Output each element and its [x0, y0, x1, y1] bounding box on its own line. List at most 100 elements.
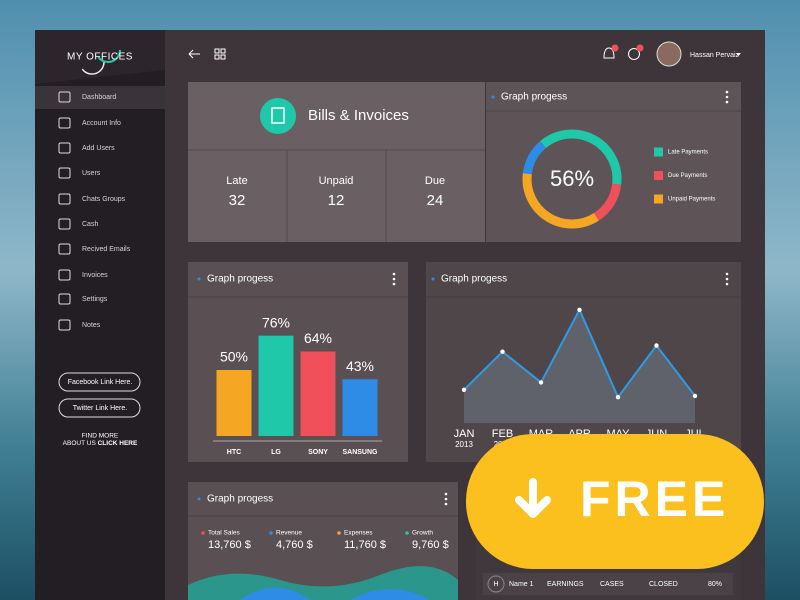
stat-label: Total Sales: [208, 530, 241, 537]
nav-icon[interactable]: [58, 142, 71, 154]
table-cell: EARNINGS: [547, 581, 584, 588]
legend-label: Due Payments: [668, 173, 707, 179]
stat-dot: [405, 531, 409, 535]
legend-label: Unpaid Payments: [668, 197, 715, 203]
nav-item[interactable]: Chats Groups: [82, 196, 126, 203]
nav-icon[interactable]: [58, 167, 71, 179]
free-label[interactable]: FREE: [580, 471, 729, 527]
nav-icon[interactable]: [58, 269, 71, 281]
nav-item[interactable]: Users: [82, 170, 101, 177]
nav-icon[interactable]: [58, 193, 71, 205]
nav-item[interactable]: Add Users: [82, 145, 115, 152]
back-icon[interactable]: [188, 49, 200, 59]
stat-dot: [269, 531, 273, 535]
stat-label: Revenue: [276, 530, 302, 537]
chat-icon[interactable]: [628, 48, 640, 60]
table-cell: Name 1: [509, 581, 534, 588]
menu-dot[interactable]: [392, 277, 396, 281]
bills-icon: [260, 98, 296, 134]
menu-dot[interactable]: [725, 90, 729, 94]
x-tick-label: FEB: [492, 428, 513, 440]
row-avatar: [487, 575, 505, 593]
nav-item[interactable]: Recived Emails: [82, 246, 131, 253]
title-dot: [431, 277, 435, 281]
nav-icon[interactable]: [58, 293, 71, 305]
card-title: Graph progess: [207, 274, 273, 285]
nav-item[interactable]: Notes: [82, 322, 101, 329]
row-avatar-text: H: [493, 581, 498, 588]
bar: [258, 335, 294, 436]
nav-item[interactable]: Dashboard: [82, 94, 116, 101]
menu-dots[interactable]: [444, 492, 448, 506]
line-point: [615, 394, 621, 400]
menu-dot[interactable]: [725, 95, 729, 99]
line-point: [461, 387, 467, 392]
nav-icon[interactable]: [58, 117, 71, 129]
x-tick-sublabel: 2013: [455, 440, 473, 449]
x-tick-label: JAN: [454, 428, 475, 440]
nav-item[interactable]: Settings: [82, 296, 108, 303]
line-point: [692, 393, 698, 399]
stat-label: Expenses: [344, 530, 373, 537]
donut-segment: [593, 183, 622, 221]
nav-item[interactable]: Account Info: [82, 120, 121, 127]
nav-item[interactable]: Invoices: [82, 272, 108, 279]
click-here[interactable]: CLICK HERE: [98, 440, 138, 447]
bell-icon[interactable]: [603, 47, 615, 59]
grid-icon[interactable]: [214, 48, 226, 60]
bar-value-label: 76%: [262, 314, 290, 330]
badge: [636, 44, 644, 52]
line-area: [464, 309, 695, 423]
nav-icon[interactable]: [58, 218, 71, 230]
wave: [240, 587, 430, 600]
menu-dot[interactable]: [725, 100, 729, 104]
table: Name 1 EARNINGS CASES CLOSED 80%: [509, 581, 722, 588]
nav-item[interactable]: Cash: [82, 221, 98, 228]
nav-icon[interactable]: [58, 319, 71, 331]
card: [188, 82, 485, 242]
x-tick-label: SANSUNG: [342, 449, 378, 456]
menu-dot[interactable]: [725, 282, 729, 286]
sidebar: [35, 30, 165, 600]
donut-segment: [522, 173, 599, 229]
line-point: [654, 343, 659, 348]
stat-value: 32: [229, 192, 246, 209]
menu-dot[interactable]: [725, 272, 729, 276]
social-button[interactable]: [58, 372, 141, 392]
menu-dot[interactable]: [725, 277, 729, 281]
bar: [216, 370, 252, 436]
x-tick-label: LG: [271, 449, 281, 456]
sidebar-header: [35, 30, 165, 84]
menu-dot[interactable]: [392, 272, 396, 276]
legend-swatch: [654, 171, 663, 180]
x-tick-label: SONY: [308, 449, 328, 456]
bar-value-label: 43%: [346, 358, 374, 374]
user-name[interactable]: Hassan Pervaiz: [690, 52, 740, 59]
card-title: Graph progess: [441, 274, 507, 285]
find-more: FIND MORE: [82, 433, 119, 440]
caret[interactable]: [736, 53, 741, 56]
donut-center: 56%: [550, 166, 594, 191]
stat-label: Unpaid: [319, 175, 354, 187]
line-point: [577, 307, 582, 313]
stat-value: 12: [328, 192, 345, 209]
social-link[interactable]: Facebook Link Here.: [68, 379, 133, 386]
menu-dot[interactable]: [392, 282, 396, 286]
avatar[interactable]: [656, 41, 682, 67]
social-link[interactable]: Twitter Link Here.: [73, 405, 128, 412]
download-icon[interactable]: [515, 478, 551, 518]
bar-card: Graph progess 50% HTC 76% LG 64% SONY 43% SANSUN…: [188, 272, 408, 456]
title-dot: [197, 277, 201, 281]
nav-icon[interactable]: [58, 243, 71, 255]
free-button[interactable]: [466, 434, 764, 569]
nav-icon[interactable]: [58, 91, 71, 103]
donut-card: Graph progess 56% Late Payments Due Payment…: [486, 90, 741, 229]
line-point: [538, 380, 544, 385]
bar: [342, 379, 378, 436]
table-row: [483, 573, 733, 595]
social-button[interactable]: [58, 398, 141, 418]
stat-label: Late: [226, 175, 247, 187]
stat-value: 11,760 $: [344, 539, 386, 551]
table-cell: 80%: [708, 581, 722, 588]
